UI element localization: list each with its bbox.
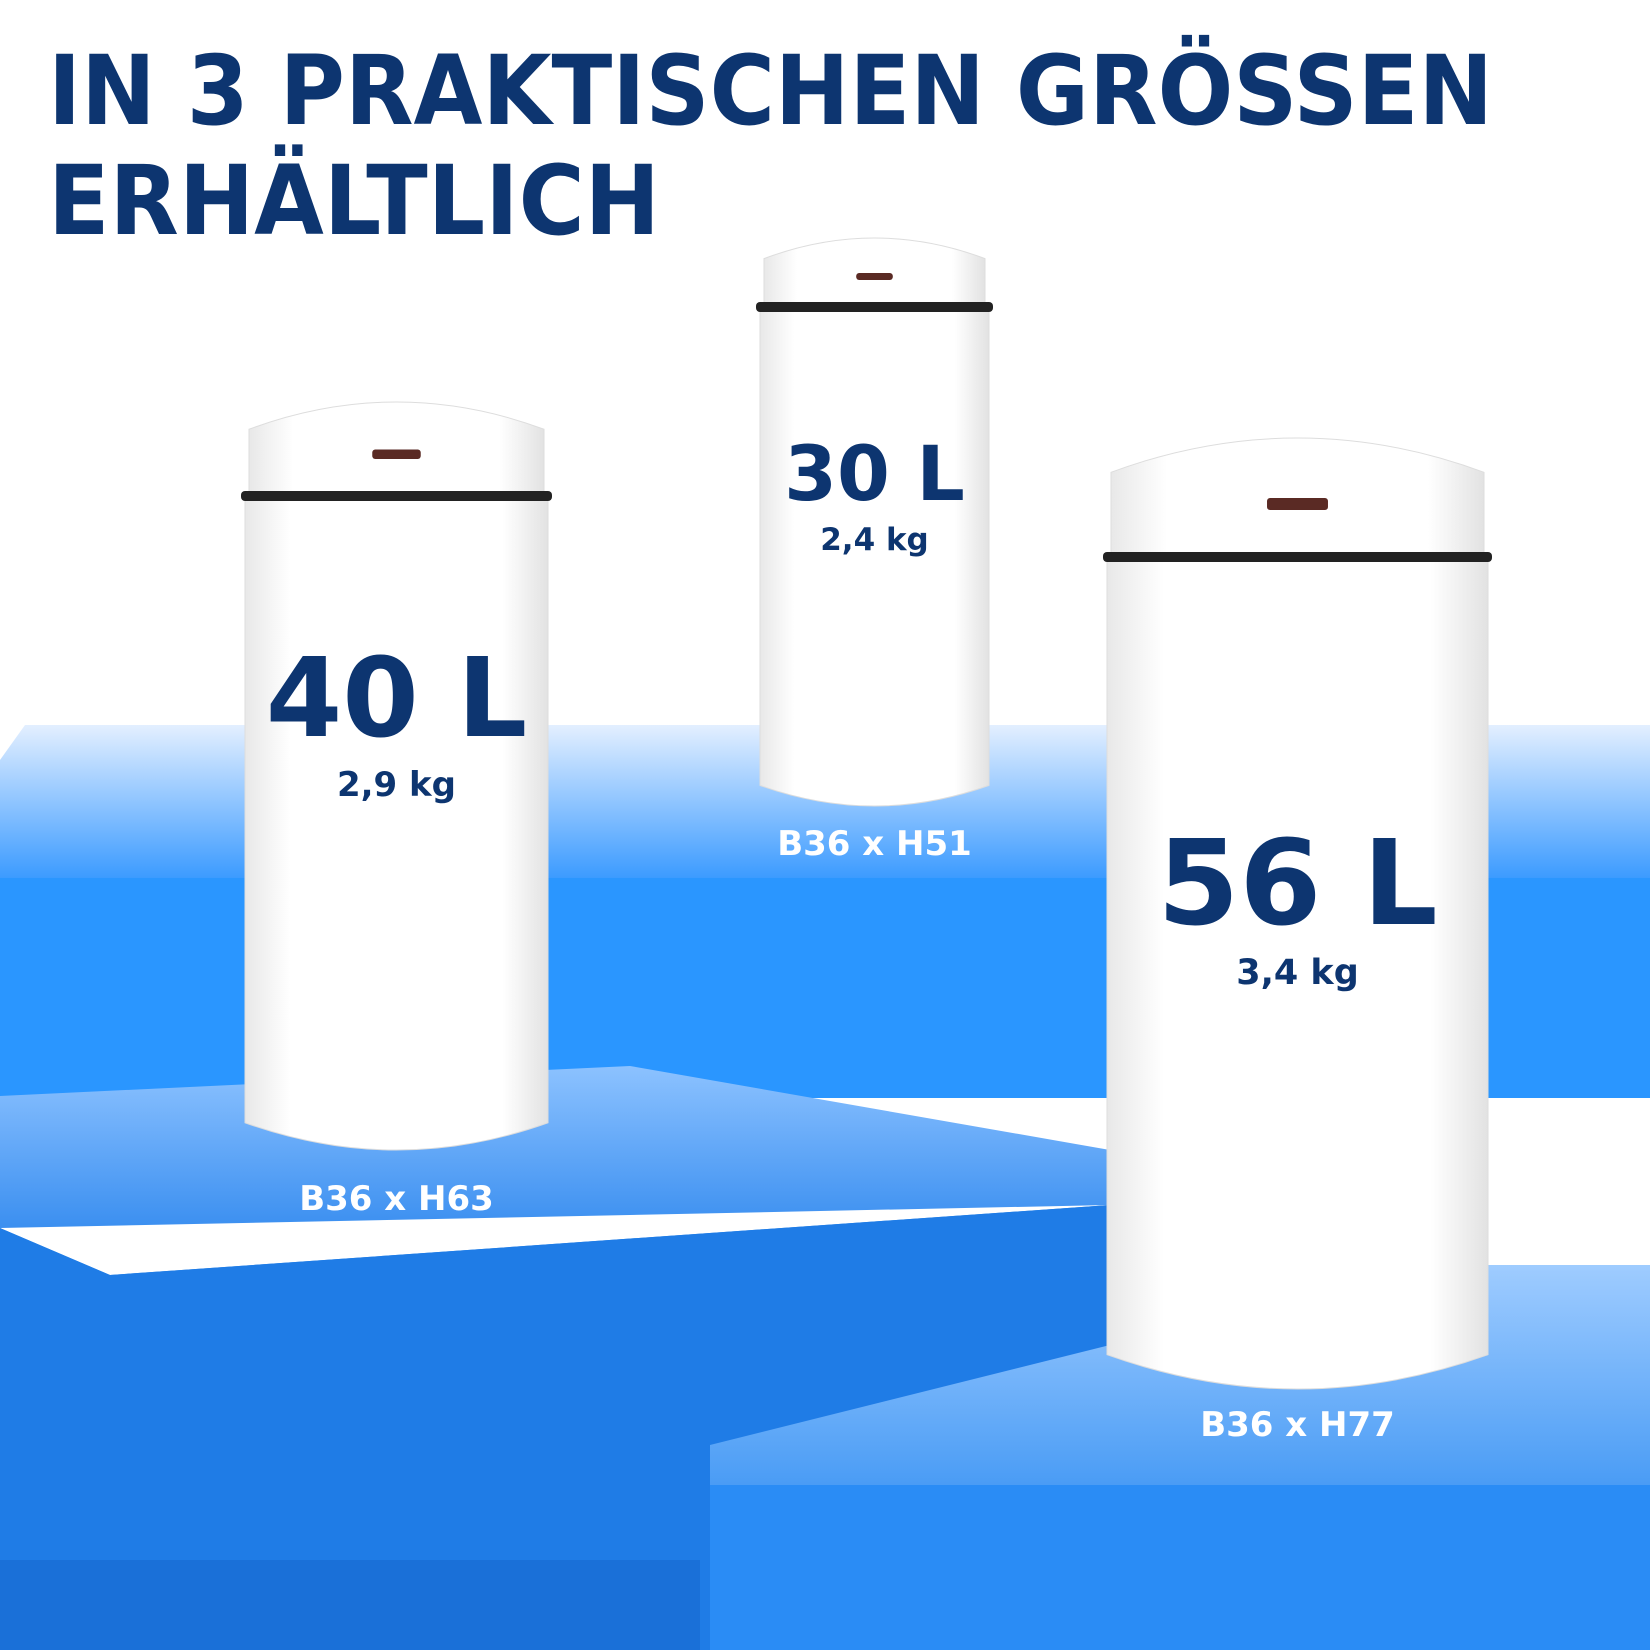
heading-line: ERHÄLTLICH (48, 144, 660, 257)
weight: 2,4 kg (820, 522, 929, 558)
dimensions: B36 x H51 (777, 824, 972, 864)
products: 40 L2,9 kg B36 x H63 30 L 2,4 kg B36 x H51 56… (241, 237, 1492, 1445)
volume: 40 L (266, 634, 527, 762)
weight: 2,9 kg (337, 765, 456, 805)
heading-line: IN 3 PRAKTISCHEN GRÖSSEN (48, 34, 1493, 147)
dimensions: B36 x H77 (1200, 1405, 1395, 1445)
can-body (759, 307, 990, 807)
volume: 30 L (784, 429, 965, 518)
can-band (1103, 552, 1492, 562)
volume: 56 L (1157, 814, 1437, 952)
can-body (244, 496, 549, 1151)
can-body (1106, 557, 1489, 1390)
weight: 3,4 kg (1236, 953, 1359, 993)
sensor (372, 449, 421, 459)
sensor (1267, 498, 1328, 510)
dimensions: B36 x H63 (299, 1179, 494, 1219)
can-band (241, 491, 552, 501)
sensor (856, 273, 893, 280)
can-band (756, 302, 993, 312)
